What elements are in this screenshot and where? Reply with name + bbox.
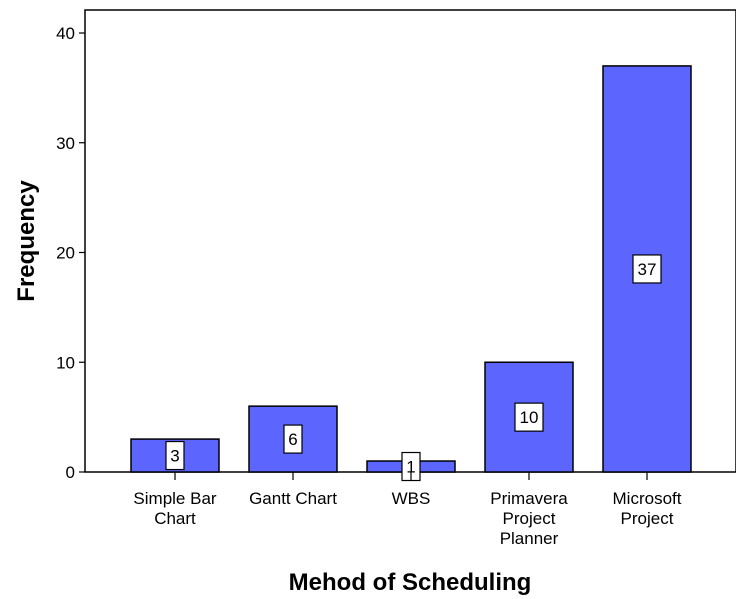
data-label-group: 1 bbox=[401, 451, 421, 482]
y-tick-label: 20 bbox=[56, 244, 75, 263]
x-tick-label-line: Gantt Chart bbox=[249, 489, 337, 508]
x-tick-label-line: Microsoft bbox=[613, 489, 682, 508]
y-tick-label: 10 bbox=[56, 353, 75, 372]
data-label-group: 3 bbox=[165, 440, 185, 471]
y-axis-title: Frequency bbox=[13, 180, 40, 302]
bars: 3 6 1 10 37 bbox=[130, 65, 692, 482]
x-tick-label: WBS bbox=[392, 489, 431, 508]
data-label-box bbox=[283, 424, 303, 454]
data-label: 6 bbox=[288, 430, 297, 449]
x-tick-label-line: WBS bbox=[392, 489, 431, 508]
data-label: 37 bbox=[638, 260, 657, 279]
data-label: 10 bbox=[520, 408, 539, 427]
x-tick-label: Gantt Chart bbox=[249, 489, 337, 508]
x-tick-label-line: Chart bbox=[154, 509, 196, 528]
data-label-group: 10 bbox=[514, 402, 544, 432]
y-tick-label: 30 bbox=[56, 134, 75, 153]
data-label-box bbox=[401, 451, 421, 482]
x-axis-title: Mehod of Scheduling bbox=[289, 569, 532, 596]
y-axis: 0 10 20 30 40 bbox=[56, 24, 85, 482]
data-label: 1 bbox=[406, 458, 415, 477]
x-tick-label: Microsoft Project bbox=[613, 489, 682, 528]
x-tick-label-line: Planner bbox=[500, 529, 559, 548]
x-tick-label-line: Project bbox=[621, 509, 674, 528]
x-tick-label-line: Simple Bar bbox=[133, 489, 216, 508]
x-tick-label: Primavera Project Planner bbox=[490, 489, 568, 548]
data-label-group: 6 bbox=[283, 424, 303, 454]
data-label-box bbox=[514, 402, 544, 432]
data-label-group: 37 bbox=[632, 254, 662, 284]
x-tick-label: Simple Bar Chart bbox=[133, 489, 216, 528]
x-tick-label-line: Primavera bbox=[490, 489, 568, 508]
data-label-box bbox=[632, 254, 662, 284]
y-tick-label: 0 bbox=[66, 463, 75, 482]
data-label-box bbox=[165, 440, 185, 471]
data-label: 3 bbox=[170, 447, 179, 466]
x-tick-label-line: Project bbox=[503, 509, 556, 528]
y-tick-label: 40 bbox=[56, 24, 75, 43]
